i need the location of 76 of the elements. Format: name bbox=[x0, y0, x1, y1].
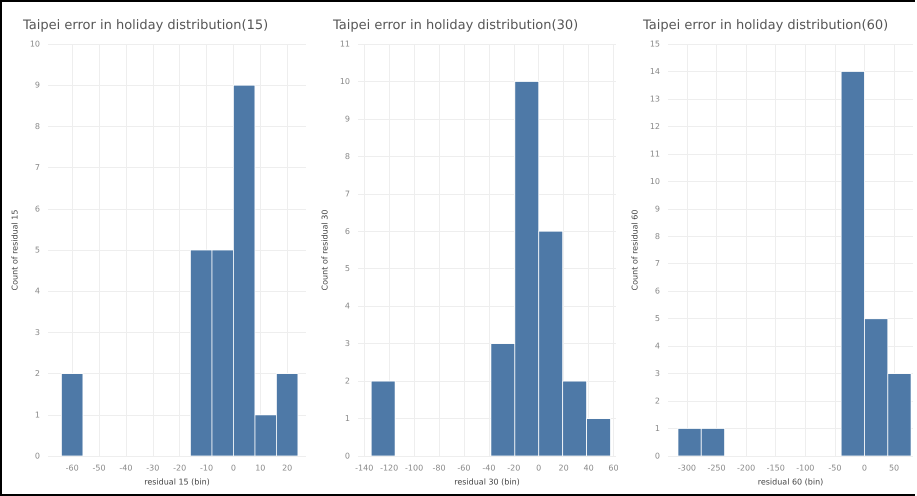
y-tick-label: 9 bbox=[654, 204, 660, 214]
y-tick-label: 10 bbox=[30, 40, 40, 48]
x-tick-label: 20 bbox=[282, 464, 292, 472]
x-tick-label: -140 bbox=[355, 464, 374, 472]
x-tick-label: -40 bbox=[482, 464, 496, 472]
x-tick-label: -10 bbox=[200, 464, 214, 472]
y-tick-label: 15 bbox=[650, 40, 660, 48]
chart-title: Taipei error in holiday distribution(60) bbox=[642, 18, 888, 33]
y-tick-label: 6 bbox=[344, 226, 350, 236]
x-tick-label: 0 bbox=[230, 464, 236, 472]
y-tick-label: 8 bbox=[344, 152, 350, 161]
y-tick-label: 14 bbox=[650, 66, 660, 76]
x-tick-label: 60 bbox=[608, 464, 619, 472]
y-tick-label: 8 bbox=[34, 122, 40, 131]
x-tick-label: 50 bbox=[888, 464, 900, 472]
y-tick-label: 0 bbox=[34, 452, 40, 460]
x-tick-label: -60 bbox=[66, 464, 79, 472]
y-tick-label: 7 bbox=[344, 189, 350, 198]
x-axis-title: residual 30 (bin) bbox=[454, 478, 520, 486]
y-tick-label: 11 bbox=[650, 149, 660, 158]
x-tick-label: -250 bbox=[707, 464, 726, 472]
y-tick-label: 3 bbox=[344, 339, 350, 348]
y-tick-label: 2 bbox=[344, 376, 350, 386]
x-tick-label: 0 bbox=[536, 464, 542, 472]
y-tick-label: 1 bbox=[654, 424, 660, 434]
y-axis-title: Count of residual 60 bbox=[630, 210, 640, 290]
y-tick-label: 9 bbox=[34, 80, 40, 90]
y-tick-label: 8 bbox=[654, 232, 660, 241]
y-tick-label: 10 bbox=[650, 176, 660, 186]
y-tick-label: 7 bbox=[654, 259, 660, 268]
y-tick-label: 0 bbox=[654, 452, 660, 460]
x-tick-label: -100 bbox=[405, 464, 424, 472]
x-tick-label: -30 bbox=[146, 464, 160, 472]
y-tick-label: 6 bbox=[34, 204, 40, 214]
x-tick-label: 20 bbox=[558, 464, 569, 472]
y-tick-label: 4 bbox=[34, 286, 40, 296]
y-tick-label: 7 bbox=[34, 163, 40, 172]
y-tick-label: 6 bbox=[654, 286, 660, 296]
y-tick-label: 10 bbox=[340, 76, 350, 86]
y-tick-label: 3 bbox=[34, 328, 40, 337]
y-tick-label: 2 bbox=[654, 396, 660, 406]
x-axis-title: residual 15 (bin) bbox=[144, 478, 210, 486]
y-tick-label: 1 bbox=[34, 410, 40, 420]
x-tick-label: -60 bbox=[457, 464, 470, 472]
y-tick-label: 2 bbox=[34, 369, 40, 378]
y-tick-label: 5 bbox=[344, 264, 350, 274]
x-tick-label: 10 bbox=[255, 464, 266, 472]
x-tick-label: -120 bbox=[380, 464, 398, 472]
y-tick-label: 5 bbox=[34, 246, 40, 254]
y-tick-label: 12 bbox=[650, 122, 660, 131]
y-tick-label: 5 bbox=[654, 314, 660, 324]
y-axis-title: Count of residual 15 bbox=[10, 210, 20, 290]
x-tick-label: -20 bbox=[173, 464, 186, 472]
x-tick-label: -150 bbox=[766, 464, 785, 472]
x-axis-title: residual 60 (bin) bbox=[758, 478, 824, 486]
y-tick-label: 1 bbox=[344, 414, 350, 424]
x-tick-label: -40 bbox=[119, 464, 132, 472]
y-tick-label: 4 bbox=[654, 342, 660, 351]
x-tick-label: -80 bbox=[432, 464, 446, 472]
chart-title: Taipei error in holiday distribution(30) bbox=[332, 18, 578, 33]
y-tick-label: 0 bbox=[344, 452, 350, 460]
y-tick-label: 3 bbox=[654, 369, 660, 378]
x-tick-label: -100 bbox=[796, 464, 814, 472]
x-tick-label: 40 bbox=[583, 464, 594, 472]
y-axis-title: Count of residual 30 bbox=[320, 210, 330, 290]
y-tick-label: 11 bbox=[340, 40, 350, 48]
x-tick-label: -300 bbox=[678, 464, 696, 472]
x-tick-label: -200 bbox=[737, 464, 756, 472]
chart-title: Taipei error in holiday distribution(15) bbox=[22, 18, 268, 33]
x-tick-label: -50 bbox=[828, 464, 842, 472]
x-tick-label: 0 bbox=[862, 464, 868, 472]
x-tick-label: -20 bbox=[507, 464, 520, 472]
y-tick-label: 13 bbox=[650, 94, 660, 104]
y-tick-label: 9 bbox=[344, 114, 350, 124]
x-tick-label: -50 bbox=[92, 464, 106, 472]
y-tick-label: 4 bbox=[344, 302, 350, 311]
